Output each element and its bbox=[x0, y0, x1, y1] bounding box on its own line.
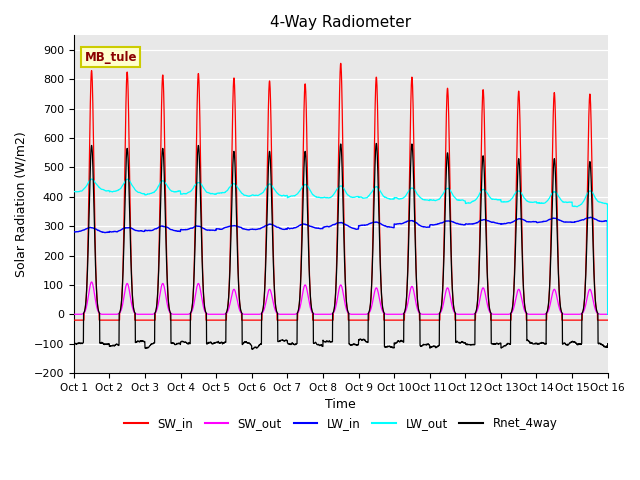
Legend: SW_in, SW_out, LW_in, LW_out, Rnet_4way: SW_in, SW_out, LW_in, LW_out, Rnet_4way bbox=[119, 412, 562, 434]
Y-axis label: Solar Radiation (W/m2): Solar Radiation (W/m2) bbox=[15, 132, 28, 277]
X-axis label: Time: Time bbox=[325, 398, 356, 411]
Title: 4-Way Radiometer: 4-Way Radiometer bbox=[270, 15, 412, 30]
Text: MB_tule: MB_tule bbox=[84, 50, 137, 63]
